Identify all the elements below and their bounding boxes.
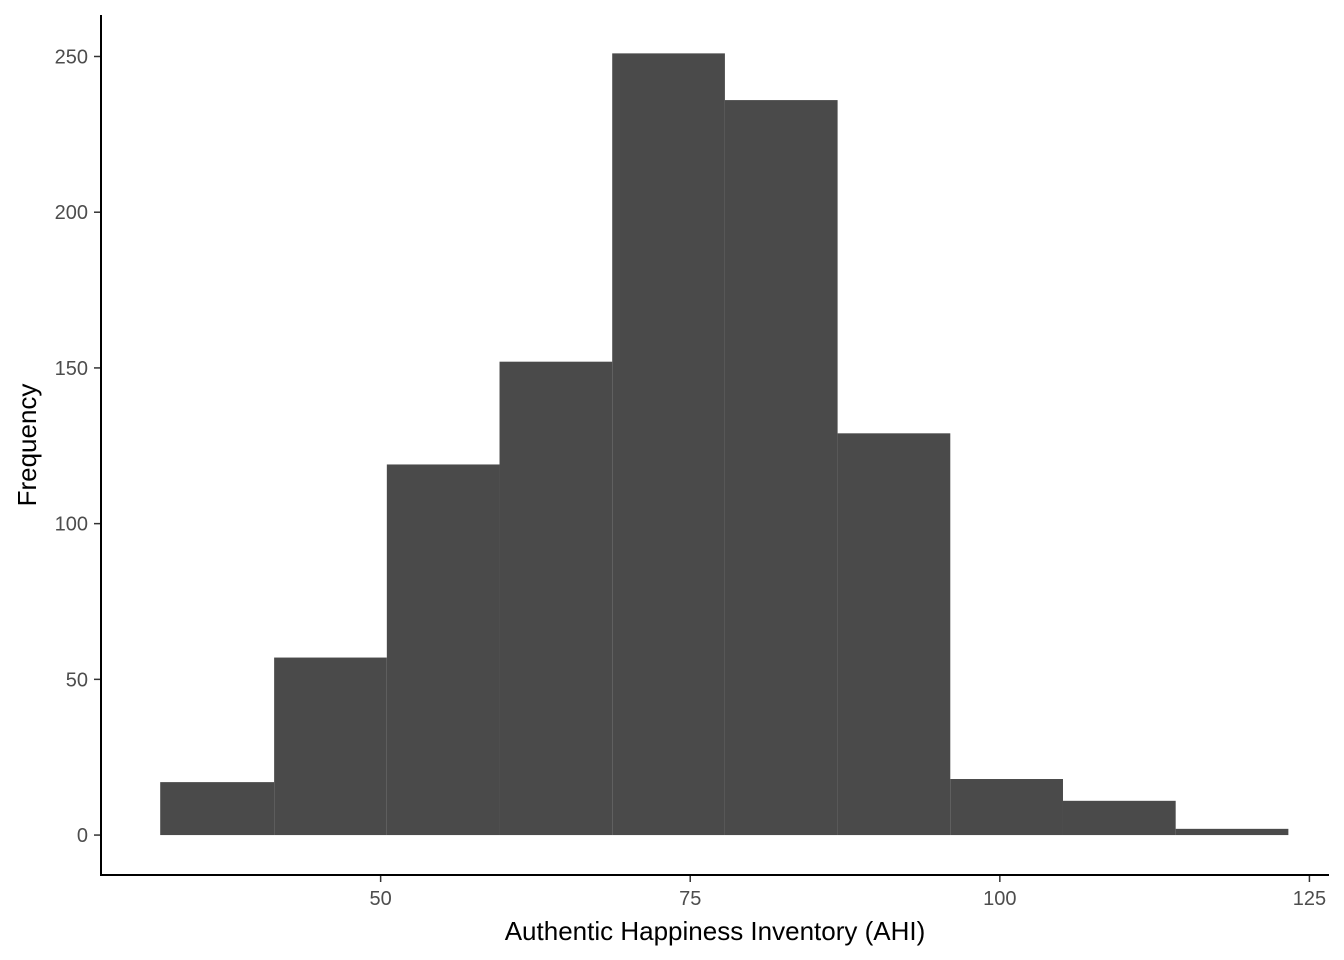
histogram-bar-5	[612, 53, 725, 836]
y-tick-label: 150	[55, 358, 88, 380]
x-axis-ticks: 50 75 100 125	[370, 875, 1326, 910]
histogram-bar-7	[837, 433, 951, 836]
x-axis-title: Authentic Happiness Inventory (AHI)	[505, 916, 926, 946]
histogram-bar-3	[386, 464, 500, 836]
y-tick-label: 50	[66, 669, 88, 691]
y-tick-label: 250	[55, 46, 88, 68]
x-tick-label: 75	[679, 888, 701, 910]
histogram-bar-1	[160, 782, 275, 836]
y-axis-ticks: 0 50 100 150 200 250	[55, 46, 101, 847]
y-tick-label: 0	[77, 825, 88, 847]
x-tick-label: 125	[1293, 888, 1326, 910]
y-axis-title: Frequency	[12, 384, 42, 507]
histogram-bar-10	[1175, 828, 1289, 836]
x-tick-label: 50	[370, 888, 392, 910]
histogram-bar-4	[499, 361, 613, 836]
histogram-bar-8	[950, 779, 1063, 836]
y-tick-label: 100	[55, 514, 88, 536]
x-tick-label: 100	[983, 888, 1016, 910]
histogram-bars	[160, 53, 1289, 836]
histogram-bar-6	[724, 100, 838, 836]
histogram-bar-2	[274, 657, 387, 836]
y-tick-label: 200	[55, 202, 88, 224]
histogram-bar-9	[1062, 800, 1176, 836]
